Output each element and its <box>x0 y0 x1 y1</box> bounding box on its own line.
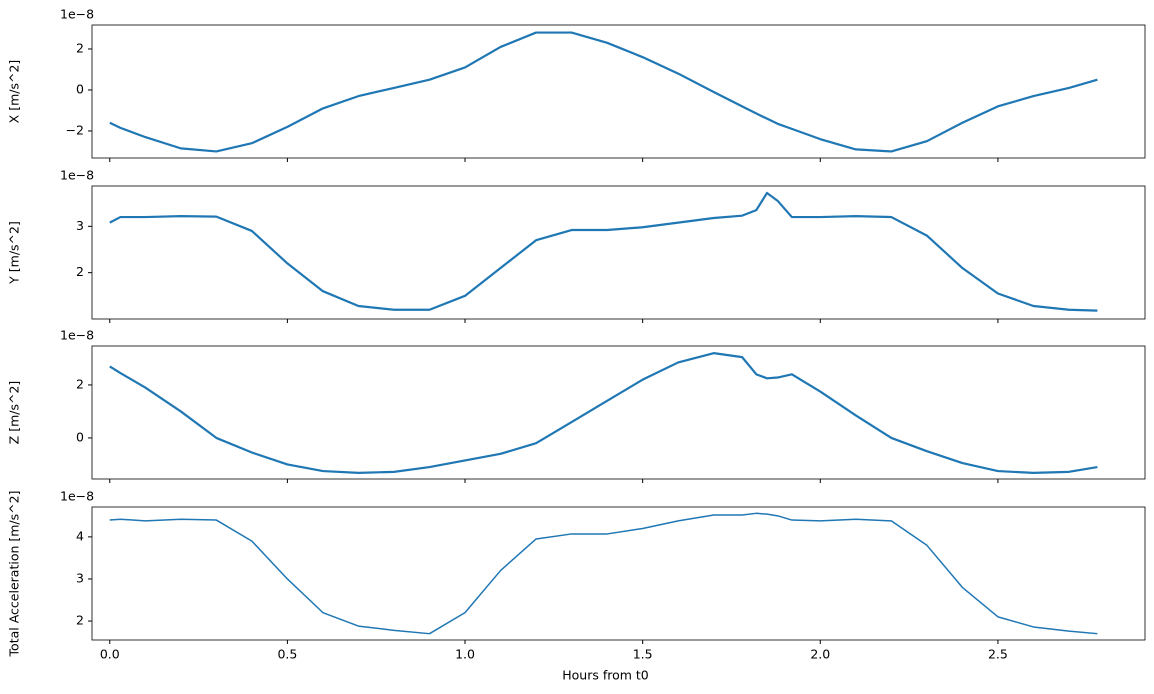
offset-text: 1e−8 <box>60 168 94 183</box>
offset-text: 1e−8 <box>60 328 94 343</box>
y-axis-label: Z [m/s^2] <box>7 381 22 445</box>
data-line <box>109 352 1098 475</box>
y-axis-label: X [m/s^2] <box>7 60 22 124</box>
x-axis-label: Hours from t0 <box>562 668 649 683</box>
y-tick-label: 2 <box>76 613 84 628</box>
x-tick-label: 2.5 <box>988 647 1008 662</box>
x-tick-label: 1.0 <box>455 647 475 662</box>
data-line <box>109 31 1098 153</box>
y-tick-label: 2 <box>76 40 84 55</box>
y-tick-label: 3 <box>76 218 84 233</box>
x-tick-label: 1.5 <box>633 647 653 662</box>
y-tick-label: 2 <box>76 264 84 279</box>
y-tick-label: 0 <box>76 81 84 96</box>
offset-text: 1e−8 <box>60 7 94 22</box>
x-tick-label: 0.0 <box>100 647 120 662</box>
y-tick-label: 4 <box>76 528 84 543</box>
axes-frame <box>91 345 1146 480</box>
y-tick-label: −2 <box>66 122 84 137</box>
axes-frame <box>91 185 1146 320</box>
x-tick-label: 2.0 <box>810 647 830 662</box>
data-line <box>109 191 1098 312</box>
axes-frame <box>91 24 1146 159</box>
axes-frame <box>91 506 1146 641</box>
y-tick-label: 0 <box>76 429 84 444</box>
y-axis-label: Y [m/s^2] <box>7 221 22 285</box>
y-tick-label: 2 <box>76 376 84 391</box>
x-tick-label: 0.5 <box>277 647 297 662</box>
y-axis-label: Total Acceleration [m/s^2] <box>7 491 22 658</box>
data-line <box>109 512 1098 635</box>
offset-text: 1e−8 <box>60 489 94 504</box>
y-tick-label: 3 <box>76 570 84 585</box>
